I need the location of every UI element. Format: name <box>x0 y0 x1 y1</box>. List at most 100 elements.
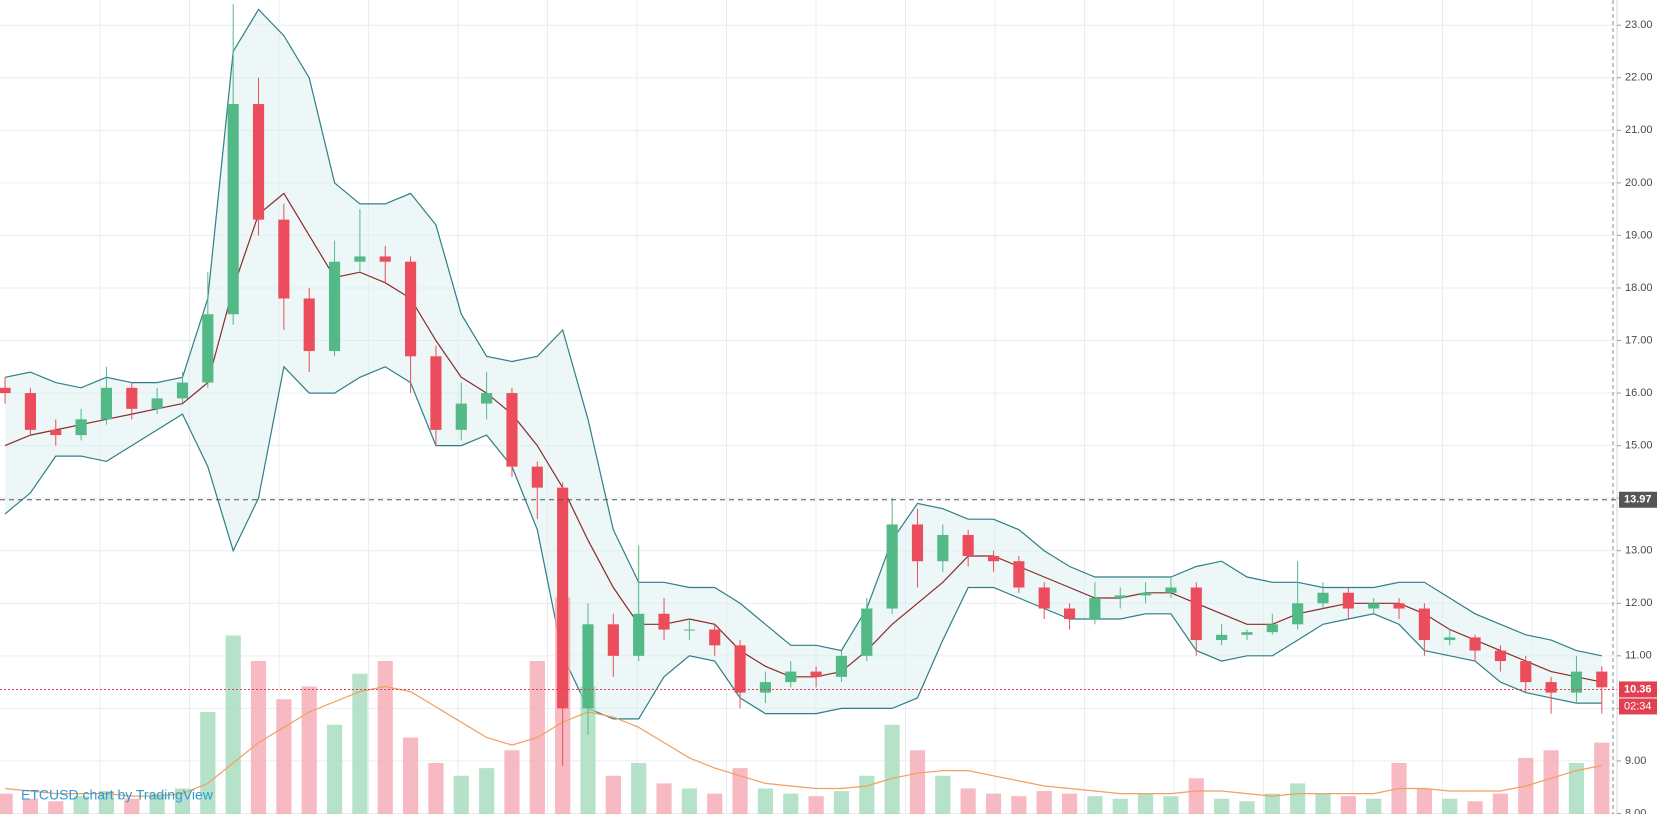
candle-body <box>1393 603 1405 609</box>
candle-body <box>303 298 315 352</box>
volume-bar <box>1087 796 1103 814</box>
candle-body <box>354 256 366 262</box>
y-tick-label: 18.00 <box>1625 282 1653 294</box>
candle-body <box>1545 682 1557 693</box>
y-tick-label: 16.00 <box>1625 387 1653 399</box>
candle-body <box>1494 650 1506 662</box>
y-tick-label: 20.00 <box>1625 177 1653 189</box>
volume-bar <box>833 791 850 814</box>
band-fill <box>5 9 1602 719</box>
volume-bar <box>935 775 951 814</box>
volume-bar <box>1137 793 1154 814</box>
volume-bar <box>250 661 267 814</box>
candle-body <box>50 429 62 436</box>
volume-bar <box>149 793 165 814</box>
candle-body <box>100 387 113 420</box>
volume-bar <box>326 724 343 814</box>
price-label: 10.36 <box>1624 683 1652 695</box>
axis-background <box>1617 0 1657 814</box>
volume-bar <box>1264 793 1280 814</box>
y-tick-label: 22.00 <box>1625 72 1653 84</box>
candle-body <box>734 645 746 693</box>
volume-bar <box>1214 798 1230 814</box>
candle-body <box>1469 637 1481 651</box>
volume-bar <box>1442 798 1458 814</box>
candle-body <box>633 613 645 656</box>
volume-bar <box>808 796 824 814</box>
volume-bar <box>453 775 469 814</box>
candle-body <box>1444 637 1456 641</box>
volume-bar <box>124 798 140 814</box>
volume-bar <box>479 768 495 814</box>
volume-bar <box>200 712 216 814</box>
volume-bar <box>0 793 13 814</box>
y-tick-label: 11.00 <box>1625 650 1652 662</box>
candle-body <box>126 387 138 409</box>
volume-bar <box>377 661 393 814</box>
candle-body <box>1418 608 1430 641</box>
bollinger-bands <box>4 8 1602 720</box>
volume-bar <box>960 788 976 814</box>
price-axis: 8.009.0010.0011.0012.0013.0014.0015.0016… <box>1616 0 1657 814</box>
volume-ma <box>5 685 1602 797</box>
volume-bar <box>1315 793 1331 814</box>
volume-bar <box>732 768 748 814</box>
volume-bar <box>1239 801 1255 814</box>
volume-bar <box>757 788 774 814</box>
volume-bar <box>301 686 317 814</box>
volume-bar <box>1290 783 1306 814</box>
candle-body <box>1570 671 1583 693</box>
countdown: 02:34 <box>1624 700 1652 712</box>
volume-bar <box>1467 801 1483 814</box>
candle-body <box>1292 603 1304 625</box>
band-lower <box>4 365 1602 720</box>
candle-body <box>1140 592 1152 596</box>
volume-bar <box>1366 798 1382 814</box>
volume-bar <box>1163 796 1179 814</box>
volume-bar <box>1011 796 1027 814</box>
volume-bar <box>174 788 191 814</box>
candle-body <box>405 261 417 357</box>
candle-body <box>683 629 695 631</box>
y-tick-label: 8.00 <box>1625 807 1646 814</box>
volume-bar <box>707 793 723 814</box>
candle-body <box>481 393 493 404</box>
candle-body <box>987 555 1000 562</box>
candle-body <box>658 613 670 630</box>
candle-body <box>962 534 974 556</box>
price-label: 13.97 <box>1624 494 1652 506</box>
countdown-box <box>1619 698 1657 715</box>
candle-body <box>582 624 594 709</box>
y-tick-label: 23.00 <box>1625 19 1653 31</box>
volume-bar <box>1340 796 1356 814</box>
volume-bar <box>1061 793 1078 814</box>
candle-body <box>709 629 721 646</box>
candle-body <box>1317 592 1329 604</box>
candles <box>0 4 1617 767</box>
volume-bar <box>1188 778 1204 814</box>
volume-bar <box>225 635 241 814</box>
y-tick-label: 12.00 <box>1625 597 1653 609</box>
volume-bar <box>681 788 697 814</box>
candle-body <box>785 671 797 683</box>
volume-bar <box>909 750 926 814</box>
volume <box>0 597 1610 814</box>
candle-body <box>506 393 518 467</box>
candle-body <box>835 655 848 677</box>
volume-bar <box>783 793 799 814</box>
volume-bar <box>580 686 596 814</box>
candle-body <box>810 671 822 677</box>
candle-body <box>24 393 36 430</box>
candle-body <box>937 534 949 562</box>
candle-body <box>328 261 341 352</box>
candle-body <box>886 524 898 609</box>
candle-body <box>176 382 189 399</box>
price-label-box <box>1619 491 1657 508</box>
candle-body <box>1089 598 1101 620</box>
y-tick-label: 21.00 <box>1625 124 1653 136</box>
volume-bar <box>985 793 1002 814</box>
candle-body <box>1063 608 1076 620</box>
candle-body <box>1241 632 1253 635</box>
